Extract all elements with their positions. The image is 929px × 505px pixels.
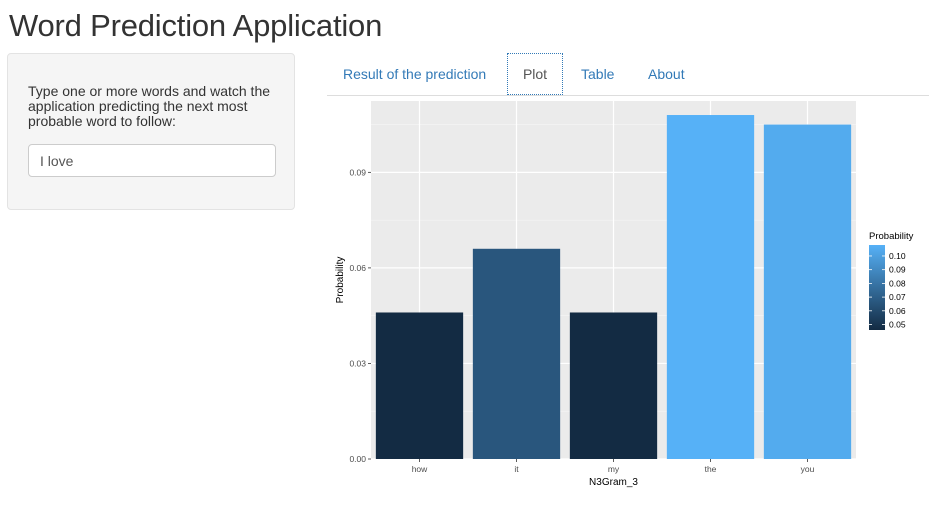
app-title: Word Prediction Application bbox=[9, 8, 383, 43]
legend-label: 0.08 bbox=[889, 278, 906, 288]
x-tick-label: how bbox=[412, 464, 428, 474]
legend-label: 0.09 bbox=[889, 265, 906, 275]
legend-label: 0.10 bbox=[889, 251, 906, 261]
tab-plot[interactable]: Plot bbox=[507, 53, 563, 95]
tab-bar: Result of the prediction Plot Table Abou… bbox=[327, 53, 929, 96]
word-input[interactable] bbox=[28, 144, 276, 177]
x-tick-label: it bbox=[514, 464, 519, 474]
bar-the bbox=[666, 115, 755, 460]
tab-about[interactable]: About bbox=[648, 66, 685, 82]
y-tick-label: 0.06 bbox=[349, 263, 366, 273]
x-tick-label: you bbox=[801, 464, 815, 474]
x-axis-title: N3Gram_3 bbox=[589, 477, 638, 488]
tab-result-of-prediction[interactable]: Result of the prediction bbox=[343, 66, 487, 82]
legend-label: 0.05 bbox=[889, 320, 906, 330]
sidebar-panel: Type one or more words and watch the app… bbox=[7, 53, 295, 210]
probability-bar-chart: 0.00 0.03 0.06 0.09 how it my the you N3Gram_3 Pro… bbox=[335, 101, 914, 488]
bar-it bbox=[472, 248, 561, 459]
y-tick-label: 0.03 bbox=[349, 358, 366, 368]
legend-label: 0.07 bbox=[889, 292, 906, 302]
bar-how bbox=[375, 312, 464, 459]
tab-table[interactable]: Table bbox=[581, 66, 615, 82]
legend-title: Probability bbox=[869, 231, 914, 242]
x-tick-label: the bbox=[705, 464, 717, 474]
y-tick-label: 0.00 bbox=[349, 454, 366, 464]
x-tick-label: my bbox=[608, 464, 620, 474]
legend-colorbar bbox=[869, 245, 885, 330]
legend-label: 0.06 bbox=[889, 306, 906, 316]
input-instructions: Type one or more words and watch the app… bbox=[28, 83, 271, 129]
y-tick-label: 0.09 bbox=[349, 167, 366, 177]
bar-you bbox=[763, 124, 852, 459]
bar-my bbox=[569, 312, 658, 459]
y-axis-title: Probability bbox=[335, 257, 346, 304]
